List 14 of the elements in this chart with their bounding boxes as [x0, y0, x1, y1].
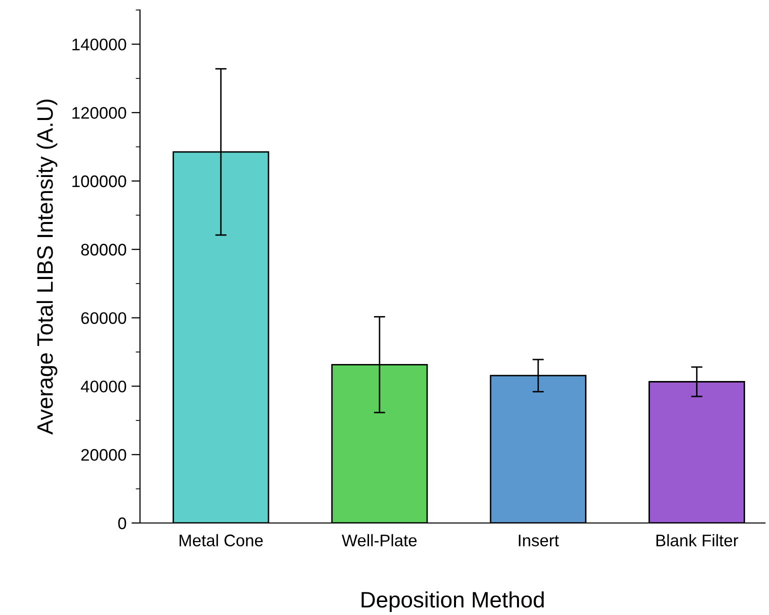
y-tick-label: 120000 [72, 107, 126, 119]
y-tick-label: 140000 [72, 38, 126, 50]
y-axis-title: Average Total LIBS Intensity (A.U) [36, 100, 58, 435]
y-tick-label: 40000 [80, 380, 126, 392]
x-tick-label: Insert [518, 534, 559, 546]
x-tick-label: Blank Filter [656, 534, 738, 546]
y-tick-label: 20000 [81, 449, 126, 461]
y-tick-label: 0 [118, 517, 126, 530]
y-tick-label: 60000 [81, 312, 126, 324]
x-axis-title: Deposition Method [362, 591, 544, 612]
y-tick-label: 100000 [72, 175, 126, 188]
x-tick-label: Well-Plate [342, 534, 417, 546]
x-tick-label: Metal Cone [180, 534, 263, 546]
y-tick-label: 80000 [81, 244, 126, 256]
